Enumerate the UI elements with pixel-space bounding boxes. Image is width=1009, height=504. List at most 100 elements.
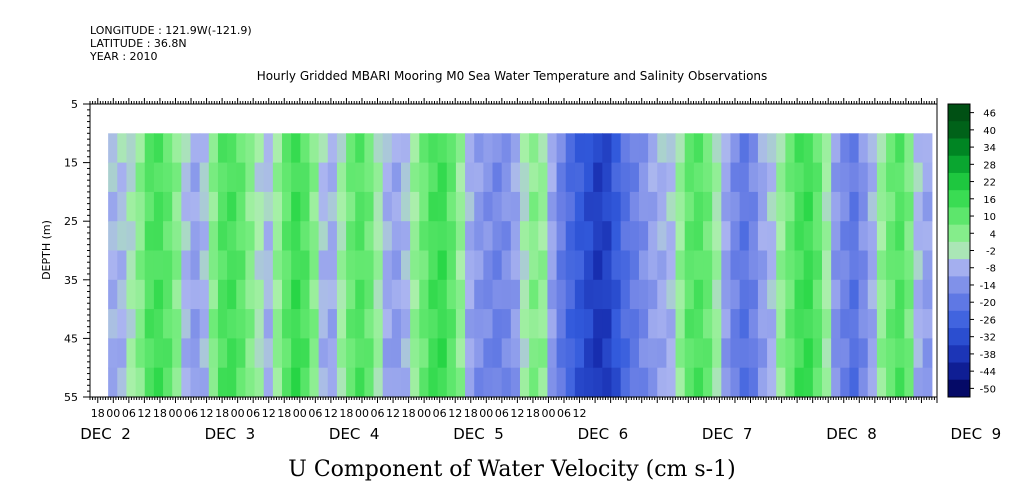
heatmap-cell: [446, 309, 457, 339]
heatmap-cell: [144, 162, 155, 193]
heatmap-cell: [190, 162, 201, 193]
heatmap-cell: [355, 191, 365, 222]
heatmap-cell: [163, 191, 173, 222]
heatmap-cell: [812, 309, 823, 339]
heatmap-cell: [895, 279, 905, 310]
heatmap-cell: [693, 367, 704, 398]
heatmap-cell: [556, 309, 567, 339]
heatmap-cell: [757, 367, 768, 398]
heatmap-cell: [593, 221, 603, 252]
heatmap-cell: [455, 367, 466, 398]
x-tick-label: 00: [293, 407, 307, 420]
heatmap-cell: [410, 162, 420, 193]
heatmap-cell: [922, 221, 933, 252]
heatmap-cell: [739, 133, 750, 164]
heatmap-cell: [538, 191, 549, 222]
heatmap-cell: [391, 191, 402, 222]
x-tick-label: 06: [308, 407, 322, 420]
heatmap-cell: [648, 367, 658, 398]
heatmap-cell: [254, 367, 265, 398]
heatmap-cell: [675, 221, 686, 252]
heatmap-cell: [638, 250, 649, 281]
heatmap-cell: [675, 162, 686, 193]
heatmap-cell: [657, 162, 668, 193]
heatmap-cell: [227, 250, 237, 281]
heatmap-cell: [272, 133, 283, 164]
heatmap-cell: [455, 162, 466, 193]
heatmap-cell: [748, 338, 759, 369]
heatmap-cell: [803, 338, 814, 369]
heatmap-cell: [501, 279, 512, 310]
heatmap-cell: [895, 162, 905, 193]
heatmap-cell: [474, 279, 484, 310]
heatmap-cell: [538, 221, 549, 252]
heatmap-cell: [401, 279, 411, 310]
heatmap-cell: [803, 133, 814, 164]
heatmap-cell: [346, 367, 356, 398]
heatmap-cell: [675, 309, 686, 339]
day-label: DEC 9: [951, 425, 1002, 443]
heatmap-cell: [565, 250, 576, 281]
heatmap-cell: [181, 250, 192, 281]
colorbar-label: -26: [980, 315, 996, 326]
heatmap-cell: [757, 133, 768, 164]
heatmap-cell: [474, 162, 484, 193]
x-tick-label: 18: [153, 407, 167, 420]
heatmap-cell: [547, 162, 558, 193]
heatmap-cell: [465, 250, 475, 281]
heatmap-cell: [190, 133, 201, 164]
heatmap-cell: [602, 191, 613, 222]
heatmap-cell: [529, 221, 539, 252]
heatmap-cell: [648, 309, 658, 339]
heatmap-cell: [593, 338, 603, 369]
heatmap-cell: [803, 309, 814, 339]
heatmap-cell: [593, 279, 603, 310]
heatmap-cell: [922, 309, 933, 339]
heatmap-cell: [355, 309, 365, 339]
heatmap-cell: [519, 191, 530, 222]
heatmap-cell: [684, 338, 695, 369]
day-label: DEC 5: [453, 425, 504, 443]
heatmap-cell: [208, 279, 219, 310]
colorbar-label: -14: [980, 281, 996, 292]
heatmap-cell: [730, 162, 741, 193]
heatmap-cell: [364, 191, 375, 222]
heatmap-cell: [163, 133, 173, 164]
heatmap-cell: [108, 221, 118, 252]
dataset-title: Hourly Gridded MBARI Mooring M0 Sea Wate…: [257, 69, 768, 83]
heatmap-cell: [849, 309, 860, 339]
heatmap-cell: [876, 250, 887, 281]
heatmap-cell: [712, 133, 722, 164]
heatmap-cell: [757, 309, 768, 339]
heatmap-cell: [876, 367, 887, 398]
heatmap-cell: [886, 309, 896, 339]
heatmap-cell: [355, 221, 365, 252]
heatmap-cell: [721, 367, 732, 398]
heatmap-cell: [236, 250, 247, 281]
heatmap-cell: [291, 338, 301, 369]
heatmap-cell: [922, 191, 933, 222]
heatmap-cell: [126, 162, 137, 193]
colorbar-swatch: [948, 379, 970, 398]
heatmap-cell: [519, 250, 530, 281]
heatmap-cell: [812, 221, 823, 252]
heatmap-cell: [840, 133, 851, 164]
heatmap-cell: [886, 162, 896, 193]
heatmap-cell: [721, 250, 732, 281]
heatmap-cell: [785, 279, 796, 310]
heatmap-cell: [300, 133, 311, 164]
heatmap-cell: [584, 221, 594, 252]
heatmap-cell: [767, 279, 777, 310]
heatmap-cell: [245, 133, 256, 164]
heatmap-cell: [153, 191, 164, 222]
colorbar-swatch: [948, 172, 970, 191]
heatmap-cell: [217, 221, 228, 252]
heatmap-cell: [693, 338, 704, 369]
heatmap-cell: [739, 191, 750, 222]
heatmap-cell: [812, 338, 823, 369]
heatmap-cell: [629, 162, 640, 193]
heatmap-cell: [565, 367, 576, 398]
heatmap-cell: [510, 309, 521, 339]
heatmap-cell: [519, 367, 530, 398]
heatmap-cell: [336, 221, 347, 252]
